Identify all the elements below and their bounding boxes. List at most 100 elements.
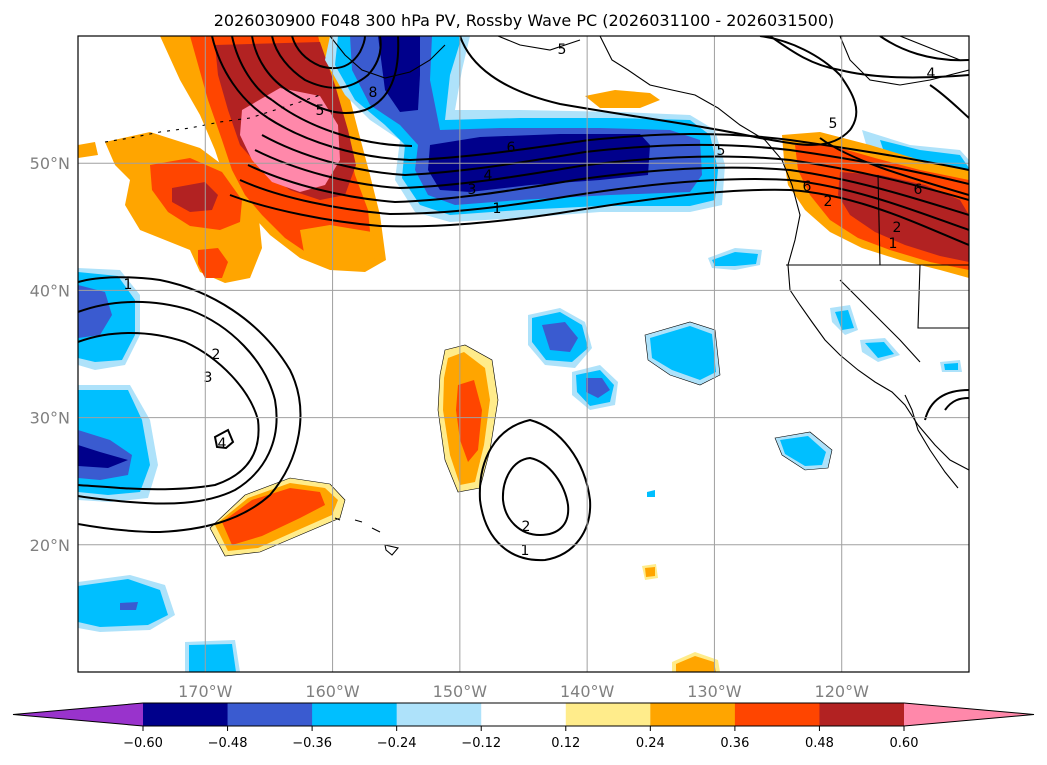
coast-islands-north: [497, 36, 581, 51]
contour-high-1: [478, 418, 592, 562]
contour-label: 5: [717, 143, 726, 159]
coast-canada-north: [839, 36, 969, 86]
contour-label: 5: [829, 116, 838, 132]
colorbar-segment: [734, 703, 820, 726]
colorbar-segment: [565, 703, 651, 726]
anomaly-negative-26n-126w: [775, 432, 832, 470]
aleutians: [104, 94, 321, 143]
state-border-4: [839, 279, 921, 363]
lon-tick-labels: 170°W 160°W 150°W 140°W 130°W 120°W: [178, 682, 869, 701]
anomaly-positive-hawaii: [210, 478, 345, 556]
anomaly-small-positive-north: [585, 90, 660, 108]
contour-label: 6: [803, 179, 812, 195]
fill-level-n024: [780, 436, 826, 466]
fill-level-060: [240, 88, 340, 192]
map-frame: [77, 35, 970, 673]
contour-jet-7: [271, 99, 413, 147]
contour-ridge-a: [211, 36, 269, 119]
colorbar-tick-label: −0.36: [292, 736, 332, 751]
lat-tick-label: 40°N: [30, 281, 70, 300]
lon-tick-label: 150°W: [433, 682, 488, 701]
contour-label: 6: [507, 140, 516, 156]
contour-ne-4: [769, 36, 969, 79]
colorbar-tick-label: −0.60: [123, 736, 163, 751]
contour-label: 4: [484, 168, 493, 184]
contour-label: 3: [204, 370, 213, 386]
colorbar-tick-label: 0.60: [890, 736, 919, 751]
contour-label: 1: [889, 236, 898, 252]
contour-label: 3: [468, 182, 477, 198]
lon-tick-label: 140°W: [560, 682, 615, 701]
coastlines: [104, 36, 969, 556]
lon-tick-label: 130°W: [687, 682, 742, 701]
contour-label: 4: [927, 66, 936, 82]
colorbar-segment: [227, 703, 313, 726]
contour-jet-2: [239, 178, 969, 231]
anomaly-negative-west-28n: [78, 385, 158, 502]
fill-level-n036: [78, 285, 112, 338]
colorbar-segment: [650, 703, 736, 726]
fill-level-n024: [650, 326, 716, 380]
contour-label: 6: [914, 182, 923, 198]
anomaly-negative-south: [185, 640, 240, 672]
lat-tick-labels: 20°N 30°N 40°N 50°N: [30, 154, 70, 555]
contour-east-low-2: [944, 397, 969, 411]
anomaly-negative-15n-174w: [78, 575, 175, 632]
hawaii: [334, 517, 400, 556]
anomaly-subtropical-positive-150w: [438, 345, 498, 492]
anomaly-negative-32n-139w: [572, 365, 618, 410]
coast-alaska: [329, 36, 446, 79]
fill-level-n048: [78, 445, 128, 468]
contour-low-3: [78, 332, 260, 491]
chart-title: 2026030900 F048 300 hPa PV, Rossby Wave …: [214, 11, 835, 30]
contour-label: 1: [521, 543, 530, 559]
contour-label: 1: [124, 277, 133, 293]
contour-jet-4: [254, 149, 969, 201]
colorbar-extend-low: [13, 703, 143, 726]
contour-ne-4b: [819, 137, 969, 196]
contour-label: 2: [522, 519, 531, 535]
fill-level-036: [222, 488, 325, 545]
coast-baja: [904, 394, 959, 489]
contour-label: 8: [369, 85, 378, 101]
anomaly-pacific-northwest-positive: [782, 130, 969, 278]
anomaly-negative-west-40n: [78, 268, 140, 370]
anomaly-small-positive-northwest: [78, 142, 98, 158]
colorbar-segment: [819, 703, 905, 726]
contour-label: 2: [824, 194, 833, 210]
contour-jet-1: [229, 188, 969, 246]
contour-label: 2: [893, 220, 902, 236]
colorbar-tick-label: −0.24: [377, 736, 417, 751]
contour-jet-6: [267, 117, 969, 171]
fill-level-n048: [378, 36, 420, 112]
contour-ridge-d: [271, 36, 382, 89]
contour-ridge-e: [291, 36, 366, 70]
contour-ridge-b: [231, 36, 273, 101]
fill-level-n036: [586, 378, 610, 398]
contour-ne-3: [929, 84, 969, 119]
lat-tick-label: 30°N: [30, 409, 70, 428]
contour-high-2: [501, 456, 570, 537]
gridlines: [78, 36, 969, 672]
colorbar-tick-label: −0.48: [208, 736, 248, 751]
contour-low-4: [213, 428, 235, 450]
colorbar-tick-label: 0.36: [720, 736, 749, 751]
anomaly-negative-37n-141w: [528, 308, 592, 368]
fill-level-024-east: [300, 225, 380, 268]
contour-label: 1: [493, 201, 502, 217]
contour-label: 2: [212, 347, 221, 363]
anomaly-positive-south: [642, 564, 720, 672]
lon-tick-label: 160°W: [305, 682, 360, 701]
fill-level-n036: [120, 602, 138, 610]
colorbar-segment: [481, 703, 567, 726]
colorbar-segment: [396, 703, 482, 726]
colorbar-segment: [143, 703, 229, 726]
contour-labels: 5 4 5 5 6 8 6 5 4 3 2 1 1 6 2 1 2 3 4 2 …: [124, 42, 936, 559]
colorbar-segment: [312, 703, 398, 726]
contour-ne-5: [459, 36, 858, 146]
contour-jet-3: [247, 164, 969, 216]
fill-level-n036: [542, 322, 578, 352]
anomaly-negative-36n-132w: [645, 322, 720, 385]
contour-east-low: [924, 389, 969, 421]
coast-canada-2: [899, 36, 961, 61]
